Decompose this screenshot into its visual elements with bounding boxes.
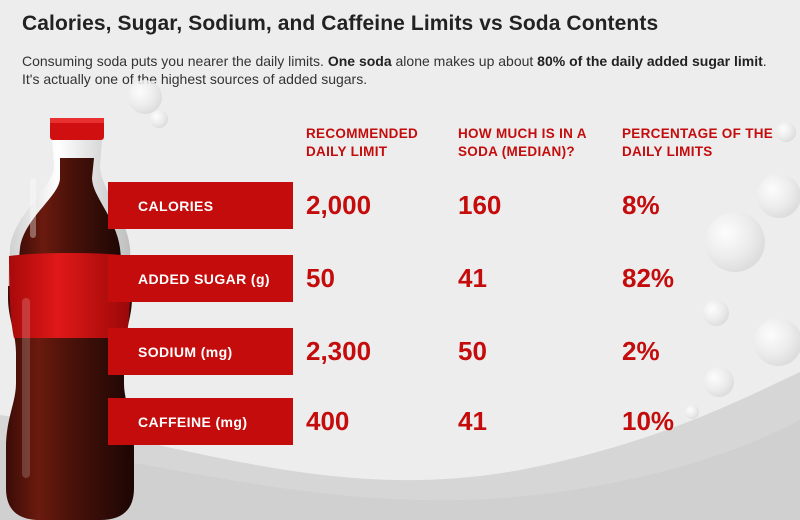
- percentage-sodium: 2%: [622, 336, 660, 366]
- column-header-percentage: PERCENTAGE OF THE DAILY LIMITS: [622, 126, 774, 159]
- bubble-decoration: [128, 80, 162, 114]
- soda-amount-calories: 160: [458, 190, 502, 220]
- page-title: Calories, Sugar, Sodium, and Caffeine Li…: [22, 12, 659, 35]
- daily-limit-added-sugar: 50: [306, 263, 335, 293]
- row-label-sodium: SODIUM (mg): [108, 328, 293, 375]
- bubble-decoration: [776, 122, 796, 142]
- daily-limit-calories: 2,000: [306, 190, 372, 220]
- row-label-caffeine: CAFFEINE (mg): [108, 398, 293, 445]
- bubble-decoration: [703, 300, 729, 326]
- bubble-decoration: [754, 318, 800, 366]
- column-header-daily-limit: RECOMMENDED DAILY LIMIT: [306, 126, 419, 159]
- percentage-caffeine: 10%: [622, 406, 675, 436]
- row-label-added-sugar: ADDED SUGAR (g): [108, 255, 293, 302]
- column-header-soda-amount: HOW MUCH IS IN A SODA (MEDIAN)?: [458, 126, 587, 159]
- soda-amount-added-sugar: 41: [458, 263, 487, 293]
- soda-amount-sodium: 50: [458, 336, 487, 366]
- soda-amount-caffeine: 41: [458, 406, 487, 436]
- percentage-calories: 8%: [622, 190, 660, 220]
- percentage-added-sugar: 82%: [622, 263, 675, 293]
- bubble-decoration: [705, 212, 765, 272]
- bubble-decoration: [685, 405, 699, 419]
- daily-limit-caffeine: 400: [306, 406, 350, 436]
- row-label-calories: CALORIES: [108, 182, 293, 229]
- bubble-decoration: [704, 367, 734, 397]
- bubble-decoration: [150, 110, 168, 128]
- soda-bottle-illustration: [6, 118, 134, 520]
- intro-paragraph: Consuming soda puts you nearer the daily…: [22, 53, 767, 87]
- bubble-decoration: [757, 174, 800, 218]
- daily-limit-sodium: 2,300: [306, 336, 372, 366]
